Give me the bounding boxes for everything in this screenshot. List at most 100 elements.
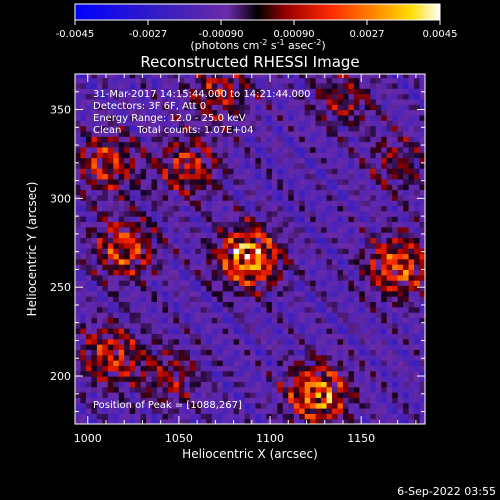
heatmap-cell bbox=[293, 120, 300, 127]
heatmap-cell bbox=[250, 109, 257, 116]
heatmap-cell bbox=[419, 125, 425, 132]
heatmap-cell bbox=[337, 189, 344, 196]
heatmap-cell bbox=[381, 226, 388, 233]
heatmap-cell bbox=[135, 141, 142, 148]
heatmap-cell bbox=[310, 290, 317, 297]
heatmap-cell bbox=[151, 189, 158, 196]
heatmap-cell bbox=[392, 178, 399, 185]
heatmap-cell bbox=[271, 200, 278, 207]
heatmap-cell bbox=[342, 354, 350, 361]
heatmap-cell bbox=[211, 226, 218, 233]
heatmap-cell bbox=[75, 296, 82, 303]
heatmap-cell bbox=[233, 178, 240, 185]
heatmap-cell bbox=[403, 104, 410, 111]
heatmap-cell bbox=[113, 360, 120, 366]
heatmap-cell bbox=[244, 77, 251, 84]
heatmap-cell bbox=[250, 200, 257, 207]
heatmap-cell bbox=[167, 301, 175, 308]
heatmap-cell bbox=[255, 104, 262, 111]
heatmap-cell bbox=[135, 226, 142, 233]
heatmap-cell bbox=[359, 136, 366, 143]
heatmap-cell bbox=[370, 157, 377, 164]
heatmap-cell bbox=[124, 397, 131, 404]
heatmap-cell bbox=[157, 93, 164, 100]
heatmap-cell bbox=[408, 333, 415, 340]
heatmap-cell bbox=[408, 274, 415, 281]
heatmap-cell bbox=[118, 392, 125, 398]
heatmap-cell bbox=[195, 178, 202, 185]
heatmap-cell bbox=[348, 301, 355, 308]
heatmap-cell bbox=[184, 88, 191, 95]
heatmap-cell bbox=[80, 237, 87, 244]
heatmap-cell bbox=[293, 93, 300, 100]
heatmap-cell bbox=[370, 184, 377, 191]
heatmap-cell bbox=[342, 141, 350, 148]
heatmap-cell bbox=[375, 370, 382, 377]
heatmap-cell bbox=[304, 408, 311, 414]
heatmap-cell bbox=[403, 312, 410, 318]
heatmap-cell bbox=[321, 120, 328, 127]
heatmap-cell bbox=[326, 269, 333, 276]
heatmap-cell bbox=[342, 360, 350, 366]
heatmap-cell bbox=[375, 306, 382, 313]
heatmap-cell bbox=[332, 408, 339, 414]
heatmap-cell bbox=[353, 226, 360, 233]
heatmap-cell bbox=[167, 258, 175, 265]
heatmap-cell bbox=[206, 93, 213, 100]
heatmap-cell bbox=[244, 306, 251, 313]
heatmap-cell bbox=[304, 82, 311, 89]
heatmap-cell bbox=[353, 408, 360, 414]
heatmap-cell bbox=[124, 322, 131, 329]
heatmap-cell bbox=[326, 120, 333, 127]
heatmap-cell bbox=[129, 237, 136, 244]
heatmap-cell bbox=[370, 418, 377, 424]
heatmap-cell bbox=[195, 242, 202, 249]
heatmap-cell bbox=[157, 242, 164, 249]
heatmap-cell bbox=[299, 296, 306, 303]
heatmap-cell bbox=[359, 82, 366, 89]
heatmap-cell bbox=[91, 301, 98, 308]
heatmap-cell bbox=[342, 274, 350, 281]
heatmap-cell bbox=[266, 120, 273, 127]
heatmap-cell bbox=[244, 120, 251, 127]
heatmap-cell bbox=[266, 408, 273, 414]
heatmap-cell bbox=[206, 344, 213, 350]
heatmap-cell bbox=[282, 194, 289, 201]
heatmap-cell bbox=[228, 109, 235, 116]
heatmap-cell bbox=[151, 162, 158, 169]
heatmap-cell bbox=[414, 381, 421, 388]
heatmap-cell bbox=[419, 242, 425, 249]
heatmap-cell bbox=[244, 370, 251, 377]
heatmap-cell bbox=[222, 397, 229, 404]
heatmap-cell bbox=[91, 141, 98, 148]
heatmap-cell bbox=[75, 360, 82, 366]
heatmap-cell bbox=[250, 296, 257, 303]
heatmap-cell bbox=[260, 408, 268, 414]
heatmap-cell bbox=[146, 333, 153, 340]
heatmap-cell bbox=[288, 274, 295, 281]
heatmap-cell bbox=[260, 189, 268, 196]
heatmap-cell bbox=[359, 370, 366, 377]
heatmap-cell bbox=[217, 125, 224, 132]
heatmap-cell bbox=[184, 258, 191, 265]
heatmap-cell bbox=[353, 189, 360, 196]
annotation-block: 31-Mar-2017 14:15:44.000 to 14:21:44.000… bbox=[93, 89, 311, 136]
heatmap-cell bbox=[140, 194, 147, 201]
heatmap-cell bbox=[80, 173, 87, 180]
heatmap-cell bbox=[408, 381, 415, 388]
heatmap-cell bbox=[304, 397, 311, 404]
heatmap-cell bbox=[408, 328, 415, 334]
heatmap-cell bbox=[419, 290, 425, 297]
heatmap-cell bbox=[282, 109, 289, 116]
heatmap-cell bbox=[337, 152, 344, 159]
heatmap-cell bbox=[288, 306, 295, 313]
heatmap-cell bbox=[408, 253, 415, 260]
heatmap-cell bbox=[102, 264, 109, 271]
heatmap-cell bbox=[403, 242, 410, 249]
heatmap-cell bbox=[157, 370, 164, 377]
heatmap-cell bbox=[75, 408, 82, 414]
heatmap-cell bbox=[178, 93, 185, 100]
heatmap-cell bbox=[403, 418, 410, 424]
heatmap-cell bbox=[129, 88, 136, 95]
heatmap-cell bbox=[200, 210, 207, 217]
